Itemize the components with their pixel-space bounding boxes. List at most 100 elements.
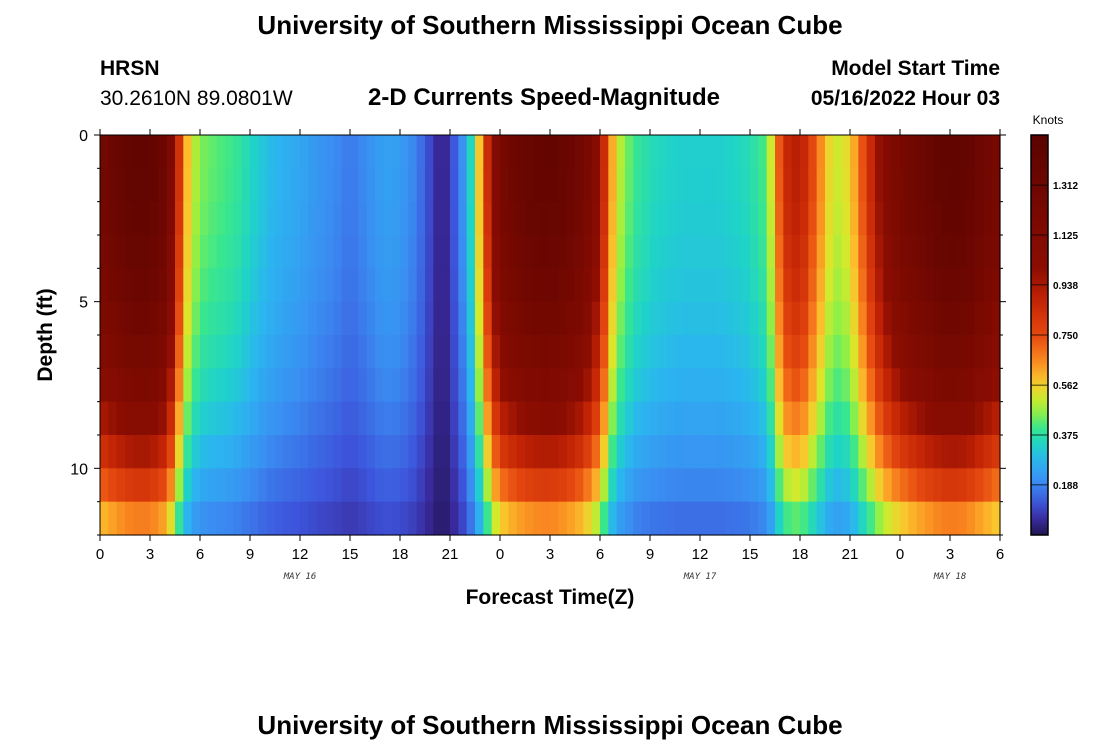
heatmap-cell xyxy=(191,368,201,403)
heatmap-cell xyxy=(966,268,976,303)
heatmap-cell xyxy=(858,168,868,203)
heatmap-cell xyxy=(291,401,301,436)
heatmap-cell xyxy=(741,268,751,303)
heatmap-cell xyxy=(650,435,659,469)
heatmap-cell xyxy=(366,468,376,503)
heatmap-cell xyxy=(966,201,976,236)
heatmap-cell xyxy=(683,501,693,536)
heatmap-cell xyxy=(425,301,434,336)
heatmap-cell xyxy=(658,368,668,403)
heatmap-cell xyxy=(483,435,493,469)
heatmap-cell xyxy=(600,201,609,236)
heatmap-cell xyxy=(416,335,426,369)
heatmap-cell xyxy=(225,168,234,203)
heatmap-cell xyxy=(575,235,584,269)
heatmap-cell xyxy=(191,268,201,303)
heatmap-cell xyxy=(666,235,676,269)
heatmap-cell xyxy=(833,401,843,436)
heatmap-cell xyxy=(566,401,576,436)
heatmap-cell xyxy=(166,135,176,169)
heatmap-cell xyxy=(558,368,568,403)
heatmap-cell xyxy=(775,301,784,336)
heatmap-cell xyxy=(608,201,618,236)
heatmap-cell xyxy=(983,368,993,403)
colorbar-tick-label: 0.750 xyxy=(1053,331,1078,342)
heatmap-cell xyxy=(625,368,634,403)
heatmap-cell xyxy=(291,468,301,503)
heatmap-cell xyxy=(875,301,884,336)
heatmap-cell xyxy=(616,201,626,236)
heatmap-cell xyxy=(241,368,251,403)
heatmap-cell xyxy=(458,135,468,169)
colorbar-tick-label: 0.938 xyxy=(1053,281,1078,292)
heatmap-cell xyxy=(258,401,268,436)
heatmap-cell xyxy=(450,201,459,236)
heatmap-cell xyxy=(258,301,268,336)
heatmap-cell xyxy=(733,501,743,536)
heatmap-cell xyxy=(533,368,543,403)
heatmap-cell xyxy=(308,468,318,503)
heatmap-cell xyxy=(716,201,726,236)
heatmap-cell xyxy=(158,435,168,469)
heatmap-cell xyxy=(925,368,934,403)
heatmap-cell xyxy=(166,201,176,236)
heatmap-cell xyxy=(933,468,943,503)
heatmap-cell xyxy=(500,335,509,369)
heatmap-cell xyxy=(566,301,576,336)
heatmap-cell xyxy=(150,368,159,403)
heatmap-cell xyxy=(658,401,668,436)
heatmap-cell xyxy=(175,368,184,403)
heatmap-cell xyxy=(383,235,393,269)
heatmap-cell xyxy=(575,368,584,403)
heatmap-cell xyxy=(750,401,759,436)
heatmap-cell xyxy=(216,201,226,236)
heatmap-cell xyxy=(233,168,243,203)
heatmap-cell xyxy=(641,135,651,169)
heatmap-cell xyxy=(725,235,734,269)
heatmap-cell xyxy=(900,201,909,236)
heatmap-cell xyxy=(658,201,668,236)
heatmap-cell xyxy=(625,301,634,336)
heatmap-cell xyxy=(333,435,343,469)
heatmap-cell xyxy=(458,335,468,369)
heatmap-cell xyxy=(916,268,926,303)
heatmap-cell xyxy=(108,435,118,469)
heatmap-cell xyxy=(783,401,793,436)
heatmap-cell xyxy=(491,368,501,403)
heatmap-cell xyxy=(975,335,984,369)
heatmap-cell xyxy=(991,435,1001,469)
heatmap-cell xyxy=(116,201,126,236)
heatmap-cell xyxy=(783,501,793,536)
heatmap-cell xyxy=(666,301,676,336)
heatmap-cell xyxy=(400,168,409,203)
heatmap-cell xyxy=(933,135,943,169)
heatmap-cell xyxy=(900,501,909,536)
heatmap-cell xyxy=(891,335,901,369)
heatmap-cell xyxy=(358,235,368,269)
heatmap-cell xyxy=(983,401,993,436)
heatmap-cell xyxy=(275,235,284,269)
heatmap-cell xyxy=(808,268,818,303)
heatmap-cell xyxy=(316,368,326,403)
heatmap-cell xyxy=(633,335,643,369)
heatmap-cell xyxy=(816,368,826,403)
heatmap-cell xyxy=(325,201,334,236)
heatmap-cell xyxy=(225,501,234,536)
heatmap-cell xyxy=(441,335,451,369)
heatmap-cell xyxy=(808,368,818,403)
heatmap-cell xyxy=(291,268,301,303)
heatmap-cell xyxy=(900,301,909,336)
heatmap-cell xyxy=(800,335,809,369)
heatmap-cell xyxy=(233,368,243,403)
heatmap-cell xyxy=(341,501,351,536)
heatmap-cell xyxy=(841,268,851,303)
heatmap-cell xyxy=(150,501,159,536)
heatmap-cell xyxy=(541,168,551,203)
date-labels: MAY 16 MAY 17 MAY 18 xyxy=(283,572,967,582)
heatmap-cell xyxy=(766,168,776,203)
x-tick-label: 6 xyxy=(196,546,204,563)
heatmap-cell xyxy=(116,168,126,203)
heatmap-cell xyxy=(875,135,884,169)
heatmap-cell xyxy=(483,301,493,336)
heatmap-cell xyxy=(558,468,568,503)
